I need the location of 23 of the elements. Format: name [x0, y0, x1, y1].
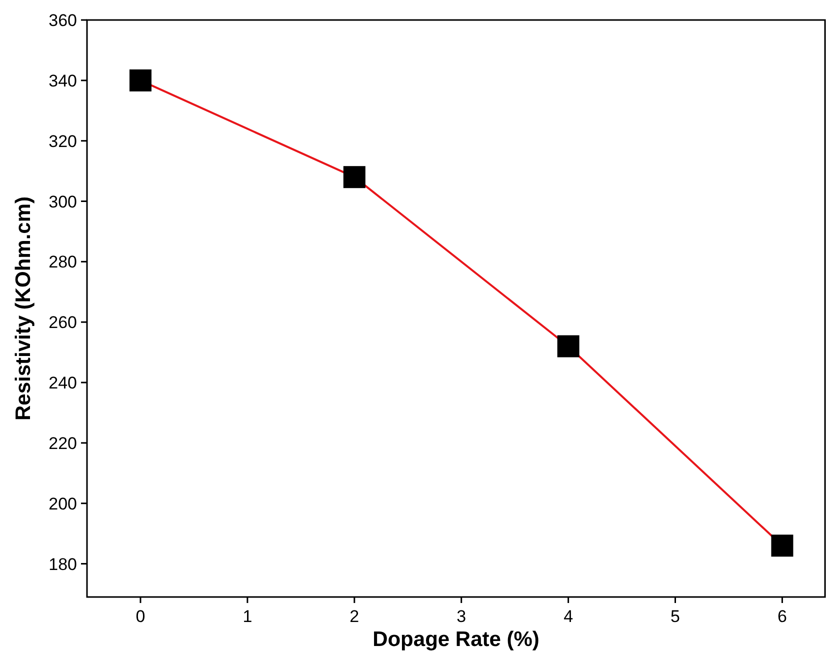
y-tick-label: 280 — [48, 252, 77, 272]
y-tick-label: 360 — [48, 11, 77, 30]
x-tick-label: 6 — [777, 607, 787, 626]
x-tick-label: 2 — [350, 607, 360, 626]
y-tick-label: 220 — [48, 434, 77, 453]
x-tick-label: 3 — [456, 607, 466, 626]
x-tick-label: 5 — [670, 607, 680, 626]
x-axis-title: Dopage Rate (%) — [372, 628, 540, 651]
point — [771, 534, 794, 557]
y-tick-label: 180 — [48, 554, 77, 574]
point — [343, 166, 366, 188]
point — [129, 69, 152, 92]
y-tick-label: 320 — [48, 132, 77, 151]
y-tick-label: 300 — [48, 192, 77, 212]
point — [557, 335, 580, 358]
y-tick-label: 340 — [48, 71, 77, 90]
x-tick-label: 1 — [242, 607, 252, 626]
x-tick-label: 4 — [564, 607, 574, 626]
x-tick-label: 0 — [136, 607, 146, 626]
y-axis-title: Resistivity (KOhm.cm) — [12, 196, 35, 421]
y-tick-label: 200 — [48, 494, 77, 514]
y-tick-label: 260 — [48, 313, 77, 332]
y-tick-label: 240 — [48, 374, 77, 393]
